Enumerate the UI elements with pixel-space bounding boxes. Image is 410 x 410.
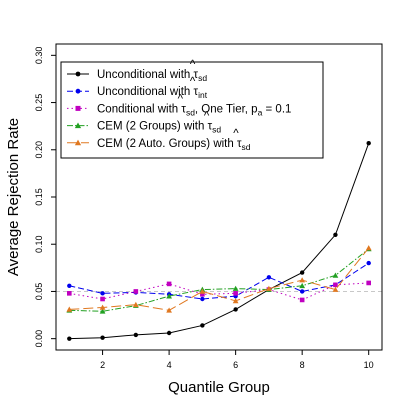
legend-swatch-marker bbox=[75, 71, 81, 77]
series-5 bbox=[66, 245, 372, 313]
series-1-point bbox=[233, 307, 238, 312]
series-5-point bbox=[66, 306, 73, 312]
x-axis: 2 4 6 8 10 bbox=[100, 350, 374, 370]
series-3-point bbox=[200, 291, 205, 297]
series-1 bbox=[67, 140, 371, 341]
series-5-point bbox=[199, 288, 206, 294]
series-1-point bbox=[333, 232, 338, 237]
series-5-line bbox=[69, 247, 370, 311]
series-1-point bbox=[299, 270, 305, 275]
legend-swatch-marker bbox=[75, 105, 81, 111]
y-tick-label: 0.30 bbox=[34, 47, 44, 65]
series-4-point bbox=[232, 285, 239, 291]
x-tick-label: 4 bbox=[167, 360, 172, 370]
series-1-point bbox=[133, 332, 139, 338]
series-5-point bbox=[299, 277, 306, 283]
y-tick-label: 0.20 bbox=[34, 141, 44, 159]
series-4-line bbox=[69, 248, 370, 312]
y-tick-label: 0.25 bbox=[34, 94, 44, 112]
series-5-point bbox=[332, 286, 339, 292]
series-5-point bbox=[99, 304, 106, 310]
legend-item: Unconditional with τint^ bbox=[67, 76, 208, 100]
x-tick-label: 6 bbox=[233, 360, 238, 370]
series-2-line bbox=[69, 262, 369, 300]
legend-item: CEM (2 Auto. Groups) with τsd^ bbox=[67, 128, 251, 152]
legend-swatch-marker bbox=[75, 88, 81, 94]
series-3-point bbox=[100, 296, 105, 302]
series-1-point bbox=[100, 335, 105, 340]
series-2-point bbox=[366, 260, 371, 266]
series-4-point bbox=[166, 293, 172, 299]
series-5-point bbox=[132, 301, 139, 307]
legend-hat-glyph: ^ bbox=[178, 93, 184, 105]
series-2-point bbox=[200, 296, 205, 302]
series-3-point bbox=[133, 289, 139, 294]
legend-item: CEM (2 Groups) with τsd^ bbox=[67, 111, 221, 135]
y-tick-label: 0.05 bbox=[34, 283, 44, 301]
legend-swatch-marker bbox=[74, 139, 82, 146]
series-3-point bbox=[299, 297, 305, 303]
series-3-line bbox=[69, 282, 369, 301]
x-tick-label: 8 bbox=[300, 360, 305, 370]
x-tick-label: 10 bbox=[364, 360, 374, 370]
legend-hat-glyph: ^ bbox=[204, 111, 210, 123]
series-2-point bbox=[67, 283, 72, 288]
legend-label: CEM (2 Groups) with τsd bbox=[97, 121, 221, 135]
y-axis: 0.00 0.05 0.10 0.15 0.20 0.25 0.30 bbox=[34, 47, 56, 348]
legend-label: Conditional with τsd, One Tier, pa = 0.1 bbox=[97, 103, 291, 117]
x-tick-label: 2 bbox=[100, 360, 105, 370]
y-tick-label: 0.10 bbox=[34, 235, 44, 253]
legend-item: Conditional with τsd, One Tier, pa = 0.1… bbox=[67, 93, 291, 117]
series-3-point bbox=[67, 291, 72, 296]
series-1-point bbox=[366, 140, 371, 146]
series-4-point bbox=[299, 282, 306, 289]
series-5-point bbox=[266, 285, 272, 291]
legend-hat-glyph: ^ bbox=[233, 128, 239, 140]
legend-label: CEM (2 Auto. Groups) with τsd bbox=[97, 138, 251, 152]
series-5-point bbox=[232, 298, 239, 304]
series-1-point bbox=[200, 323, 205, 328]
series-2-point bbox=[266, 275, 272, 280]
series-3-point bbox=[166, 281, 172, 287]
series-1-line bbox=[69, 142, 370, 340]
legend-label: Unconditional with τint bbox=[97, 86, 208, 100]
series-2-point bbox=[100, 291, 105, 296]
legend: Unconditional with τsd^Unconditional wit… bbox=[60, 59, 324, 159]
y-axis-title: Average Rejection Rate bbox=[5, 118, 22, 276]
series-3-point bbox=[233, 291, 238, 296]
legend-swatch-marker bbox=[74, 122, 82, 129]
series-layer bbox=[66, 140, 372, 341]
series-2-point bbox=[299, 289, 305, 294]
series-4-point bbox=[332, 272, 339, 278]
legend-box bbox=[60, 61, 324, 159]
y-tick-label: 0.00 bbox=[34, 330, 44, 348]
legend-label: Unconditional with τsd bbox=[97, 69, 207, 83]
legend-item: Unconditional with τsd^ bbox=[67, 59, 207, 83]
series-1-point bbox=[67, 336, 72, 341]
x-axis-title: Quantile Group bbox=[168, 379, 270, 396]
legend-hat-glyph: ^ bbox=[190, 59, 196, 71]
series-3-point bbox=[333, 282, 338, 288]
series-5-point bbox=[365, 245, 372, 251]
series-4-point bbox=[99, 308, 106, 314]
legend-hat-glyph: ^ bbox=[190, 76, 196, 88]
y-tick-label: 0.15 bbox=[34, 188, 44, 206]
series-3-point bbox=[366, 280, 371, 286]
series-1-point bbox=[166, 330, 172, 336]
series-5-point bbox=[166, 307, 172, 313]
